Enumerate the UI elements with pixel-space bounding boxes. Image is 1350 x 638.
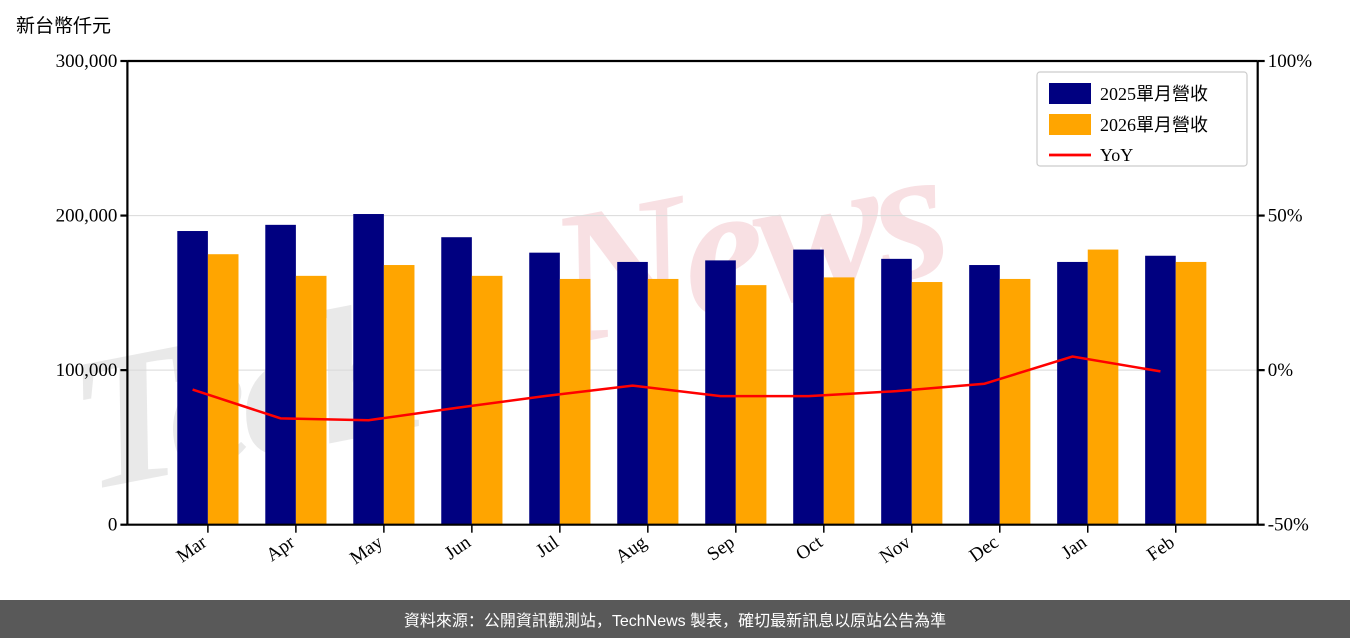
svg-text:100%: 100% (1268, 51, 1313, 72)
svg-text:新台幣仟元: 新台幣仟元 (16, 15, 111, 37)
svg-text:0%: 0% (1268, 360, 1294, 381)
svg-text:100,000: 100,000 (56, 360, 118, 381)
svg-text:-50%: -50% (1268, 515, 1309, 536)
svg-text:300,000: 300,000 (56, 51, 118, 72)
svg-text:50%: 50% (1268, 206, 1303, 227)
svg-text:2026單月營收: 2026單月營收 (1100, 115, 1208, 135)
svg-text:YoY: YoY (1100, 145, 1133, 165)
svg-text:200,000: 200,000 (56, 206, 118, 227)
svg-text:2025單月營收: 2025單月營收 (1100, 84, 1208, 104)
svg-text:0: 0 (108, 515, 118, 536)
